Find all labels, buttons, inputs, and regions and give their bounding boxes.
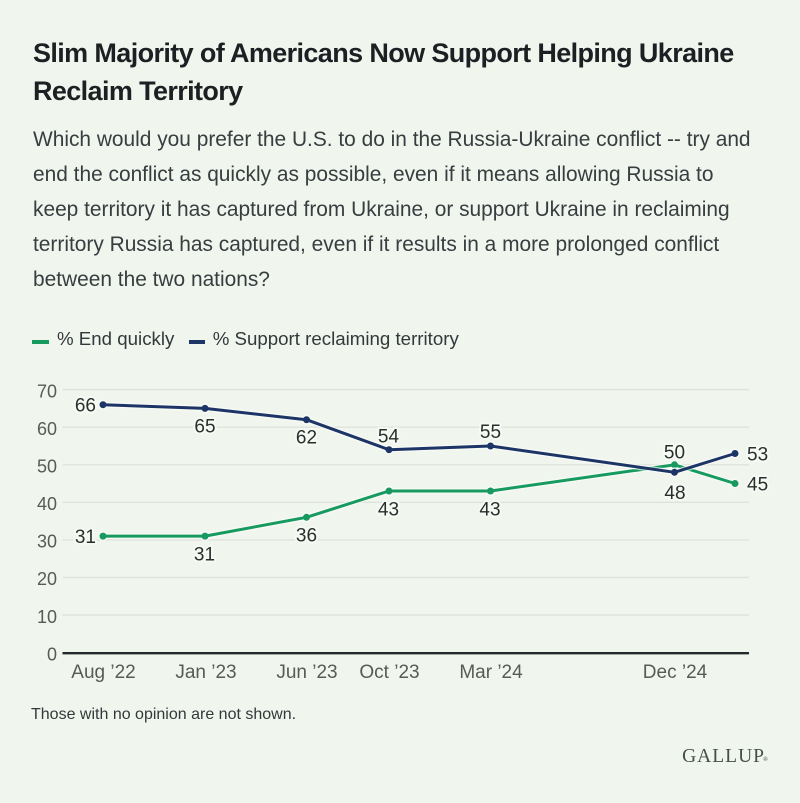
- svg-text:36: 36: [296, 525, 317, 546]
- svg-text:60: 60: [37, 419, 57, 439]
- svg-text:50: 50: [664, 443, 685, 464]
- svg-text:31: 31: [194, 544, 215, 565]
- svg-text:30: 30: [37, 532, 57, 552]
- svg-text:43: 43: [479, 500, 500, 521]
- svg-text:54: 54: [378, 426, 400, 447]
- svg-text:70: 70: [37, 381, 57, 401]
- svg-text:Mar ’24: Mar ’24: [459, 662, 523, 683]
- svg-text:50: 50: [37, 457, 57, 477]
- svg-text:Jan ’23: Jan ’23: [175, 662, 236, 683]
- svg-text:45: 45: [747, 474, 768, 495]
- svg-text:66: 66: [75, 396, 96, 417]
- svg-text:62: 62: [296, 428, 317, 449]
- svg-text:0: 0: [47, 644, 57, 664]
- svg-text:10: 10: [37, 607, 57, 627]
- svg-text:40: 40: [37, 494, 57, 514]
- svg-text:31: 31: [75, 527, 96, 548]
- svg-text:55: 55: [480, 422, 501, 443]
- svg-text:43: 43: [378, 500, 399, 521]
- svg-text:65: 65: [194, 416, 215, 437]
- svg-text:20: 20: [37, 569, 57, 589]
- svg-text:53: 53: [747, 444, 768, 465]
- svg-text:Aug ’22: Aug ’22: [71, 662, 135, 683]
- svg-text:Dec ’24: Dec ’24: [643, 662, 708, 683]
- svg-text:Jun ’23: Jun ’23: [276, 662, 337, 683]
- svg-text:Oct ’23: Oct ’23: [359, 662, 419, 683]
- svg-text:48: 48: [664, 483, 685, 504]
